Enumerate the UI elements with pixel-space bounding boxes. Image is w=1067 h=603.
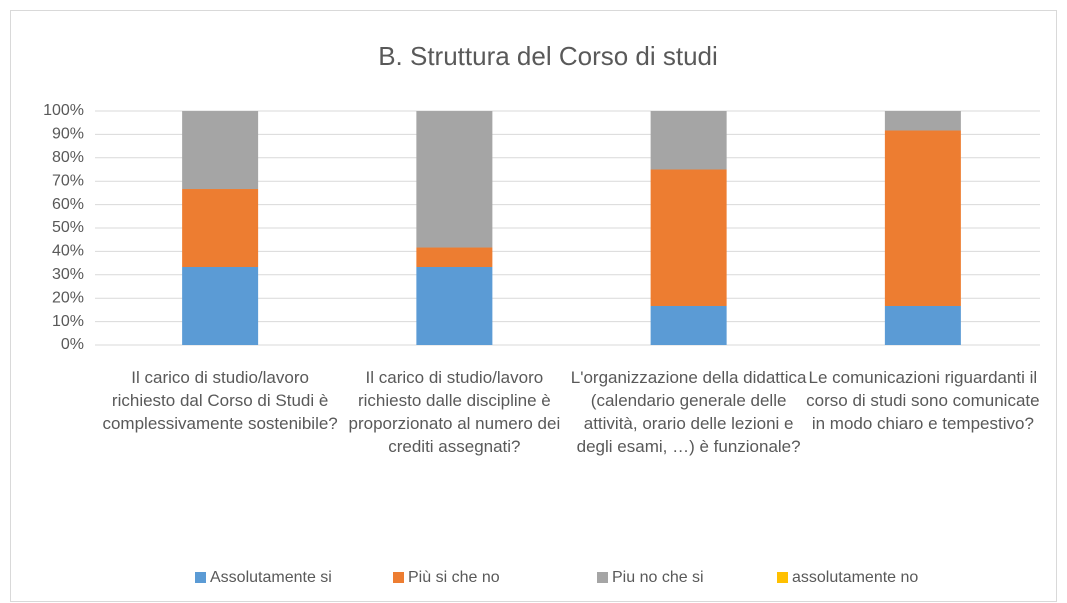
legend-label: Più si che no [408,569,500,586]
x-tick-label: L'organizzazione della didattica (calend… [570,368,807,456]
y-tick-label: 60% [52,196,84,213]
x-tick-label: Il carico di studio/lavoro richiesto dal… [348,368,561,456]
bar-segment [884,130,961,306]
x-tick-label: Le comunicazioni riguardanti il corso di… [806,368,1040,433]
x-tick-label-box: Il carico di studio/lavoro richiesto dal… [102,368,338,433]
legend-swatch [393,572,404,583]
legend-swatch [195,572,206,583]
bar-segment [650,169,727,306]
y-tick-label: 40% [52,243,84,260]
y-tick-label: 80% [52,149,84,166]
legend-swatch [597,572,608,583]
bar-segment [182,267,259,345]
legend-swatch [777,572,788,583]
chart-title: B. Struttura del Corso di studi [378,41,718,71]
y-tick-label: 90% [52,126,84,143]
bar-segment [416,267,493,345]
y-tick-label: 30% [52,266,84,283]
bar-segment [884,111,961,131]
bar-segment [416,247,493,268]
x-tick-label: Il carico di studio/lavoro richiesto dal… [102,368,338,433]
legend-label: Piu no che si [612,569,704,586]
bar-segment [650,111,727,170]
bar-segment [182,189,259,268]
y-tick-label: 50% [52,219,84,236]
x-tick-label-box: L'organizzazione della didattica (calend… [570,368,807,456]
y-tick-label: 100% [43,102,84,119]
bar-segment [650,305,727,345]
x-tick-label-box: Le comunicazioni riguardanti il corso di… [806,368,1040,433]
legend-label: Assolutamente si [210,569,332,586]
y-tick-label: 0% [61,336,84,353]
bar-segment [182,111,259,190]
bar-segment [884,305,961,345]
y-tick-label: 10% [52,313,84,330]
y-tick-label: 70% [52,172,84,189]
x-tick-label-box: Il carico di studio/lavoro richiesto dal… [348,368,561,456]
bar-segment [416,111,493,248]
y-tick-label: 20% [52,289,84,306]
legend-label: assolutamente no [792,569,918,586]
